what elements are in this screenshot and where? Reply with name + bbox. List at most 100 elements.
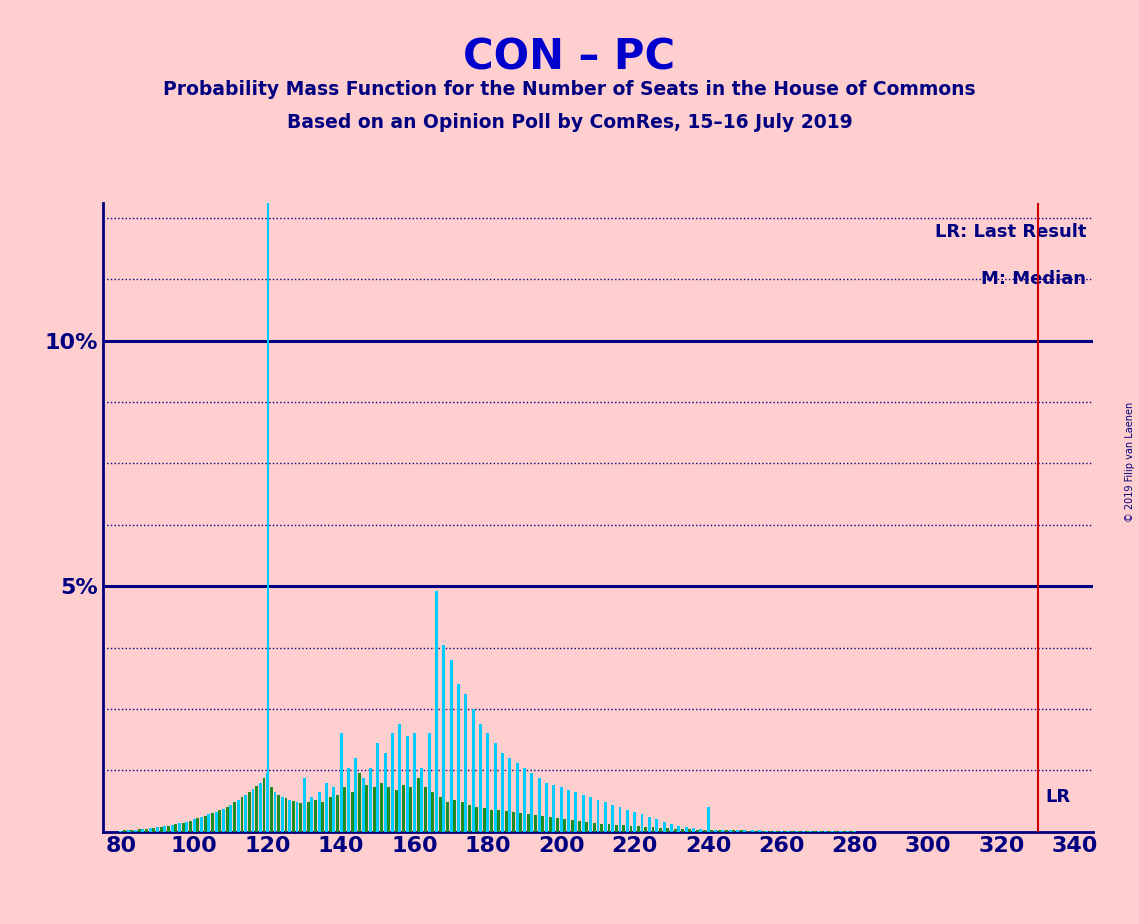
Bar (204, 816, 207, 832)
Bar (361, 778, 364, 832)
Bar (186, 821, 188, 832)
Bar (549, 817, 551, 832)
Bar (292, 801, 295, 832)
Bar (589, 797, 592, 832)
Bar (630, 826, 632, 832)
Bar (604, 802, 607, 832)
Bar (541, 816, 544, 832)
Bar (427, 734, 431, 832)
Bar (273, 792, 277, 832)
Bar (645, 827, 647, 832)
Bar (618, 807, 622, 832)
Bar (754, 831, 757, 832)
Bar (321, 802, 325, 832)
Bar (318, 792, 320, 832)
Bar (526, 814, 530, 832)
Bar (369, 768, 372, 832)
Bar (222, 809, 226, 832)
Bar (739, 830, 743, 832)
Bar (582, 795, 584, 832)
Bar (622, 825, 625, 832)
Bar (285, 798, 287, 832)
Text: Based on an Opinion Poll by ComRes, 15–16 July 2019: Based on an Opinion Poll by ComRes, 15–1… (287, 113, 852, 132)
Bar (691, 828, 695, 832)
Bar (556, 818, 559, 832)
Bar (652, 827, 655, 832)
Bar (182, 822, 185, 832)
Bar (772, 831, 776, 832)
Bar (721, 830, 724, 832)
Bar (559, 787, 563, 832)
Text: LR: Last Result: LR: Last Result (935, 223, 1087, 240)
Bar (376, 743, 379, 832)
Bar (424, 787, 427, 832)
Bar (248, 792, 251, 832)
Bar (262, 778, 265, 832)
Bar (442, 645, 445, 832)
Bar (303, 778, 306, 832)
Bar (732, 830, 736, 832)
Bar (640, 814, 644, 832)
Bar (417, 778, 419, 832)
Bar (405, 736, 409, 832)
Bar (625, 809, 629, 832)
Bar (508, 758, 511, 832)
Bar (270, 787, 273, 832)
Bar (306, 802, 310, 832)
Bar (666, 828, 670, 832)
Bar (347, 768, 350, 832)
Bar (711, 830, 713, 832)
Bar (585, 821, 589, 832)
Bar (724, 830, 728, 832)
Bar (446, 802, 449, 832)
Bar (435, 591, 439, 832)
Bar (516, 763, 518, 832)
Bar (663, 821, 665, 832)
Bar (519, 813, 523, 832)
Bar (744, 830, 746, 832)
Bar (211, 813, 214, 832)
Bar (130, 830, 133, 832)
Bar (706, 807, 710, 832)
Bar (174, 824, 178, 832)
Bar (513, 812, 515, 832)
Bar (468, 805, 472, 832)
Bar (736, 830, 739, 832)
Bar (402, 785, 405, 832)
Bar (729, 830, 731, 832)
Bar (153, 828, 155, 832)
Bar (233, 802, 236, 832)
Bar (564, 819, 566, 832)
Bar (480, 723, 482, 832)
Bar (413, 734, 416, 832)
Bar (336, 795, 339, 832)
Bar (633, 812, 637, 832)
Bar (658, 828, 662, 832)
Bar (597, 799, 599, 832)
Text: CON – PC: CON – PC (464, 37, 675, 79)
Bar (192, 820, 196, 832)
Bar (780, 831, 782, 832)
Bar (637, 826, 640, 832)
Bar (240, 797, 244, 832)
Bar (215, 812, 218, 832)
Bar (138, 829, 141, 832)
Bar (718, 830, 721, 832)
Bar (673, 829, 677, 832)
Bar (703, 830, 706, 832)
Bar (178, 823, 181, 832)
Bar (409, 787, 412, 832)
Bar (281, 797, 284, 832)
Bar (552, 785, 556, 832)
Bar (688, 829, 691, 832)
Bar (196, 818, 199, 832)
Bar (498, 810, 500, 832)
Bar (546, 783, 548, 832)
Bar (501, 753, 505, 832)
Bar (267, 772, 269, 832)
Bar (567, 790, 571, 832)
Bar (747, 831, 749, 832)
Bar (244, 795, 247, 832)
Bar (325, 783, 328, 832)
Bar (167, 826, 170, 832)
